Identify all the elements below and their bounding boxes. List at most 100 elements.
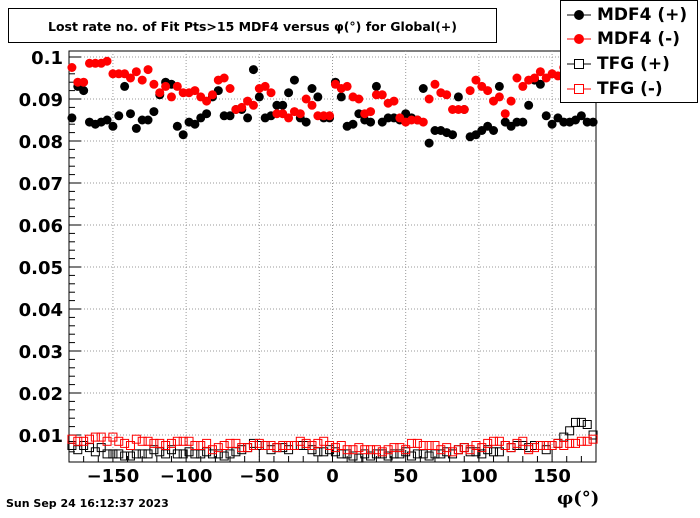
data-point [219,451,229,461]
data-point [407,451,417,461]
data-point [131,449,141,459]
data-point [295,436,305,446]
data-point [125,451,135,461]
data-point [272,443,282,453]
data-point [547,441,557,450]
data-point [588,434,598,444]
data-point [67,63,77,72]
legend-label: TFG (+) [597,54,670,74]
data-point [500,441,510,450]
x-axis-unit-label: φ(°) [557,488,600,509]
data-point [301,438,311,448]
data-point [483,86,493,96]
data-point [307,441,317,450]
data-point [465,86,475,96]
legend-label: MDF4 (+) [597,5,688,25]
y-tick-label: 0.07 [19,174,63,195]
data-point [325,441,335,450]
data-point [483,438,493,448]
data-point [512,73,522,83]
data-point [96,443,106,453]
data-point [125,109,135,119]
data-point [418,117,428,127]
data-point [412,449,422,459]
data-point [471,75,481,85]
data-point [436,445,446,455]
data-point [307,84,317,93]
x-tick-label: −100 [160,466,213,487]
data-point [342,445,352,455]
data-point [424,138,434,148]
data-point [137,75,147,85]
data-point [266,88,276,98]
data-point [260,441,270,450]
data-point [524,445,534,455]
data-point [149,107,159,117]
data-point [284,88,294,98]
data-point [120,438,130,448]
data-point [278,441,288,450]
data-point [354,94,364,104]
data-point [155,438,165,448]
data-point [500,109,510,119]
data-point [120,451,130,461]
data-point [237,443,247,453]
data-point [448,130,458,140]
data-point [489,126,499,135]
legend-marker-filled-circle-red [567,34,591,44]
data-point [131,434,141,444]
data-point [79,86,89,96]
data-point [295,109,305,119]
data-point [535,79,545,89]
data-point [225,84,235,93]
x-tick-label: −50 [239,466,279,487]
data-point [348,119,358,129]
y-tick-label: 0.04 [19,300,63,321]
data-point [143,115,153,125]
y-tick-label: 0.08 [19,132,63,153]
data-point [582,420,592,429]
data-point [172,121,182,131]
data-point [278,100,288,110]
data-point [313,438,323,448]
data-point [330,443,340,453]
y-tick-label: 0.09 [19,90,63,111]
data-point [377,447,387,457]
data-point [453,92,463,102]
data-point [354,443,364,453]
data-point [371,81,381,91]
data-point [172,449,182,459]
data-point [155,88,165,98]
data-point [576,111,586,121]
data-point [342,81,352,91]
data-point [114,436,124,446]
data-point [125,73,135,83]
data-point [541,111,551,121]
data-point [172,436,182,446]
data-point [401,445,411,455]
data-point [494,447,504,457]
grid-lines [69,51,596,462]
data-point [459,105,469,114]
data-point [301,94,311,104]
data-point [395,443,405,453]
data-point [518,117,528,127]
data-point [225,111,235,121]
data-point [366,117,376,127]
data-point [178,449,188,459]
data-point [202,96,212,106]
data-point [518,436,528,446]
data-point [161,441,171,450]
y-tick-label: 0.1 [31,48,63,69]
data-point [161,81,171,91]
data-point [272,443,282,453]
y-tick-label: 0.02 [19,384,63,405]
data-point [418,84,428,93]
data-point [377,90,387,100]
data-point [254,441,264,450]
data-point [284,113,294,123]
data-point [483,445,493,455]
data-point [489,436,499,446]
data-point [114,111,124,121]
data-point [102,56,112,66]
